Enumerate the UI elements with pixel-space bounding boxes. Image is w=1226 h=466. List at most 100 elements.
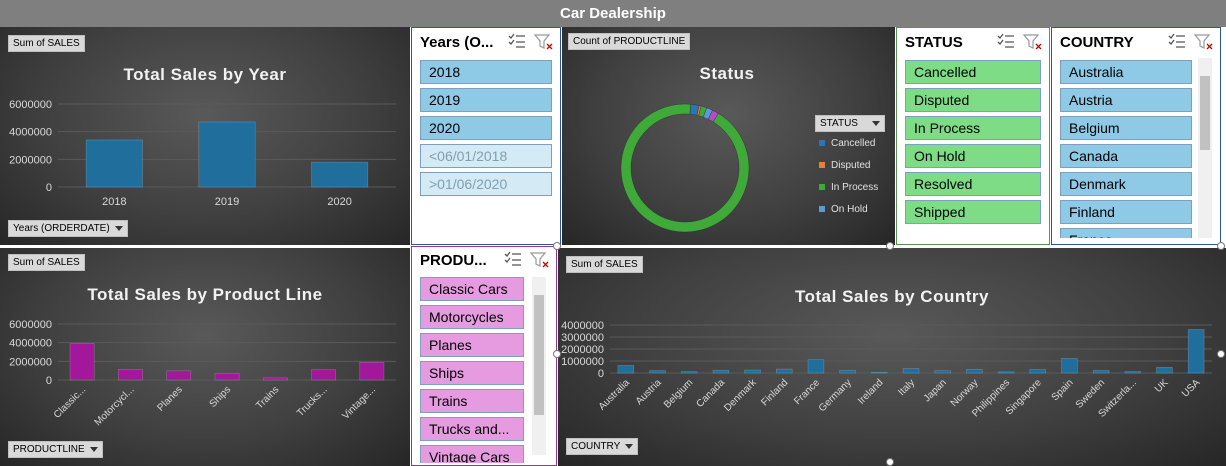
bar[interactable] bbox=[69, 343, 95, 381]
sales-by-year-chart[interactable]: Sum of SALES Total Sales by Year 6000000… bbox=[0, 27, 410, 245]
multi-select-icon[interactable] bbox=[508, 33, 528, 51]
bar[interactable] bbox=[1187, 329, 1205, 374]
productline-slicer-item[interactable]: Vintage Cars bbox=[420, 445, 524, 463]
resize-handle[interactable] bbox=[1217, 242, 1225, 250]
country-slicer-item[interactable]: France bbox=[1060, 228, 1192, 238]
bar[interactable] bbox=[214, 372, 240, 381]
donut-slice[interactable] bbox=[620, 103, 750, 233]
status-slicer-item[interactable]: Cancelled bbox=[905, 60, 1041, 84]
bar[interactable] bbox=[712, 370, 730, 374]
resize-handle[interactable] bbox=[553, 242, 561, 250]
status-slicer-item[interactable]: In Process bbox=[905, 116, 1041, 140]
productline-slicer-item[interactable]: Planes bbox=[420, 333, 524, 357]
bar[interactable] bbox=[1124, 371, 1142, 374]
productline-slicer-item[interactable]: Trucks and... bbox=[420, 417, 524, 441]
status-slicer[interactable]: STATUS Cancelled Disputed In Process On Hol… bbox=[896, 27, 1050, 245]
years-slicer-item[interactable]: 2019 bbox=[420, 88, 552, 112]
country-field-button[interactable]: COUNTRY bbox=[566, 438, 639, 455]
clear-filter-icon[interactable] bbox=[1193, 33, 1214, 51]
bar[interactable] bbox=[359, 361, 385, 381]
status-donut-chart[interactable]: Count of PRODUCTLINE Status STATUS Cance… bbox=[562, 27, 895, 245]
country-slicer-item[interactable]: Finland bbox=[1060, 200, 1192, 224]
sum-sales-field-button[interactable]: Sum of SALES bbox=[8, 254, 85, 271]
legend-label: Cancelled bbox=[831, 137, 876, 149]
bar[interactable] bbox=[311, 161, 369, 188]
bar[interactable] bbox=[776, 368, 793, 374]
sum-sales-field-button[interactable]: Sum of SALES bbox=[566, 256, 643, 273]
clear-filter-icon[interactable] bbox=[533, 33, 554, 51]
bar[interactable] bbox=[617, 365, 635, 374]
bar[interactable] bbox=[118, 368, 143, 381]
country-slicer-item[interactable]: Belgium bbox=[1060, 116, 1192, 140]
productline-slicer-item[interactable]: Motorcycles bbox=[420, 305, 524, 329]
years-orderdate-field-button[interactable]: Years (ORDERDATE) bbox=[8, 220, 128, 237]
resize-handle[interactable] bbox=[886, 242, 894, 250]
country-scrollbar[interactable] bbox=[1198, 58, 1212, 238]
bar[interactable] bbox=[871, 372, 888, 374]
resize-handle[interactable] bbox=[553, 350, 561, 358]
multi-select-icon[interactable] bbox=[504, 251, 524, 269]
bar[interactable] bbox=[680, 371, 698, 374]
dropdown-arrow-icon bbox=[625, 443, 634, 449]
years-slicer[interactable]: Years (O... 2018 2019 2020 <06/01/2018 >01/0… bbox=[411, 27, 561, 245]
clear-filter-icon[interactable] bbox=[1022, 33, 1043, 51]
years-slicer-item[interactable]: <06/01/2018 bbox=[420, 144, 552, 168]
years-slicer-item[interactable]: 2018 bbox=[420, 60, 552, 84]
scrollbar-thumb[interactable] bbox=[534, 295, 544, 415]
y-tick-label: 4000000 bbox=[561, 320, 604, 332]
productline-slicer[interactable]: PRODU... Classic Cars Motorcycles Planes Sh… bbox=[411, 246, 557, 466]
sum-sales-field-button[interactable]: Sum of SALES bbox=[8, 35, 85, 52]
years-slicer-item[interactable]: 2020 bbox=[420, 116, 552, 140]
resize-handle[interactable] bbox=[1217, 350, 1225, 358]
sales-by-productline-chart[interactable]: Sum of SALES Total Sales by Product Line… bbox=[0, 248, 410, 466]
productline-slicer-item[interactable]: Trains bbox=[420, 389, 524, 413]
bar[interactable] bbox=[1061, 358, 1078, 374]
productline-scrollbar[interactable] bbox=[532, 277, 546, 455]
scrollbar-thumb[interactable] bbox=[1200, 76, 1210, 150]
legend-label: On Hold bbox=[831, 203, 868, 215]
x-tick-label: Japan bbox=[922, 377, 949, 404]
productline-field-button[interactable]: PRODUCTLINE bbox=[8, 441, 103, 458]
bar[interactable] bbox=[198, 121, 256, 188]
bar[interactable] bbox=[1029, 369, 1046, 374]
country-slicer-item[interactable]: Austria bbox=[1060, 88, 1192, 112]
status-slicer-item[interactable]: Disputed bbox=[905, 88, 1041, 112]
x-tick-label: Austria bbox=[634, 377, 664, 407]
multi-select-icon[interactable] bbox=[1168, 33, 1188, 51]
slicer-title: Years (O... bbox=[420, 33, 494, 51]
bar[interactable] bbox=[997, 371, 1015, 374]
status-slicer-item[interactable]: Shipped bbox=[905, 200, 1041, 224]
bar[interactable] bbox=[902, 368, 920, 374]
bar[interactable] bbox=[166, 370, 192, 381]
bar[interactable] bbox=[807, 359, 825, 374]
bar[interactable] bbox=[85, 139, 143, 188]
bar[interactable] bbox=[1156, 366, 1173, 374]
bar[interactable] bbox=[1092, 370, 1110, 374]
years-slicer-item[interactable]: >01/06/2020 bbox=[420, 172, 552, 196]
bar[interactable] bbox=[966, 369, 983, 374]
bar[interactable] bbox=[311, 369, 336, 381]
status-slicer-item[interactable]: On Hold bbox=[905, 144, 1041, 168]
country-slicer-item[interactable]: Denmark bbox=[1060, 172, 1192, 196]
productline-slicer-item[interactable]: Ships bbox=[420, 361, 524, 385]
x-tick-label: Italy bbox=[896, 377, 917, 398]
count-productline-field-button[interactable]: Count of PRODUCTLINE bbox=[568, 33, 691, 50]
bar[interactable] bbox=[262, 377, 288, 381]
multi-select-icon[interactable] bbox=[997, 33, 1017, 51]
status-slicer-item[interactable]: Resolved bbox=[905, 172, 1041, 196]
country-slicer-item[interactable]: Canada bbox=[1060, 144, 1192, 168]
country-slicer-item[interactable]: Australia bbox=[1060, 60, 1192, 84]
bar[interactable] bbox=[934, 370, 951, 374]
sales-by-country-chart[interactable]: Sum of SALES Total Sales by Country 4000… bbox=[558, 248, 1226, 466]
y-tick-label: 6000000 bbox=[9, 319, 52, 331]
bar[interactable] bbox=[839, 370, 856, 374]
clear-filter-icon[interactable] bbox=[529, 251, 550, 269]
productline-slicer-item[interactable]: Classic Cars bbox=[420, 277, 524, 301]
legend-label: Disputed bbox=[831, 159, 871, 171]
country-slicer[interactable]: COUNTRY Australia Austria Belgium Canada Den… bbox=[1051, 27, 1221, 245]
legend-label: In Process bbox=[831, 181, 879, 193]
status-legend-field-button[interactable]: STATUS bbox=[815, 115, 885, 132]
bar[interactable] bbox=[744, 369, 761, 374]
resize-handle[interactable] bbox=[886, 458, 894, 466]
bar[interactable] bbox=[649, 370, 666, 374]
